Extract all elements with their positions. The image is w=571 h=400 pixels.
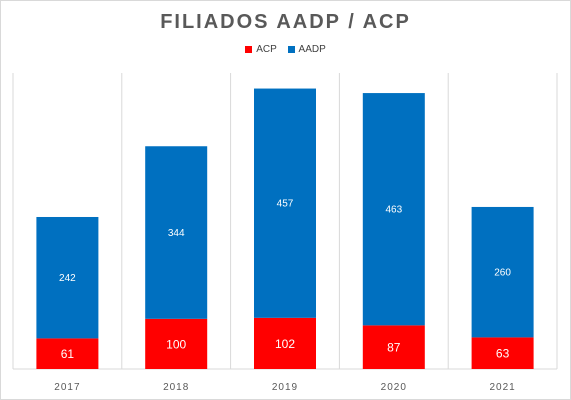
bar-aadp-2020 xyxy=(362,93,425,326)
x-tick-label: 2018 xyxy=(163,382,189,393)
bar-acp-2017 xyxy=(36,338,99,369)
data-label-aadp-2017: 242 xyxy=(59,273,76,284)
legend-swatch-aadp xyxy=(287,46,295,53)
data-label-aadp-2018: 344 xyxy=(168,228,185,239)
legend-swatch-acp xyxy=(245,46,253,53)
data-label-acp-2018: 100 xyxy=(166,337,186,351)
x-tick-label: 2019 xyxy=(272,382,298,393)
data-label-aadp-2020: 463 xyxy=(385,205,402,216)
bar-aadp-2017 xyxy=(36,216,99,339)
chart-legend: ACP AADP xyxy=(0,44,571,56)
bar-acp-2021 xyxy=(471,337,534,369)
data-label-acp-2021: 63 xyxy=(496,347,510,361)
bar-aadp-2018 xyxy=(145,146,208,319)
legend-item-acp: ACP xyxy=(245,44,277,55)
bar-acp-2019 xyxy=(254,317,316,369)
bar-aadp-2021 xyxy=(471,206,534,338)
bar-acp-2020 xyxy=(362,325,425,369)
x-tick-label: 2021 xyxy=(489,382,515,393)
data-label-acp-2019: 102 xyxy=(275,337,295,351)
x-tick-label: 2017 xyxy=(54,382,80,393)
bar-aadp-2019 xyxy=(254,88,316,318)
legend-item-aadp: AADP xyxy=(287,44,326,55)
data-label-acp-2017: 61 xyxy=(61,347,75,361)
bar-acp-2018 xyxy=(145,318,208,369)
chart-title: FILIADOS AADP / ACP xyxy=(160,11,411,33)
data-label-aadp-2021: 260 xyxy=(494,268,511,279)
x-tick-label: 2020 xyxy=(381,382,407,393)
data-label-acp-2020: 87 xyxy=(387,341,401,355)
legend-label-aadp: AADP xyxy=(298,44,326,55)
legend-label-acp: ACP xyxy=(256,44,277,55)
data-label-aadp-2019: 457 xyxy=(277,199,294,210)
